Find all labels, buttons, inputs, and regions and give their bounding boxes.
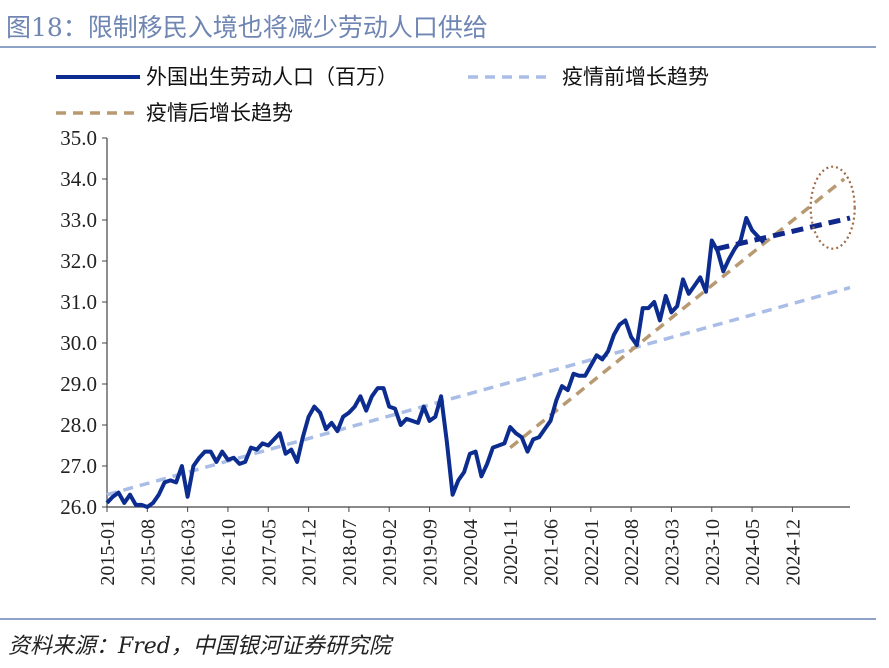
- y-tick-label: 32.0: [60, 249, 97, 273]
- x-tick-label: 2015-01: [97, 519, 119, 586]
- x-tick-label: 2023-10: [702, 519, 724, 586]
- bottom-rule: [0, 618, 876, 620]
- series-workforce-line: [105, 216, 766, 509]
- highlight-ellipse: [809, 165, 856, 250]
- x-tick-label: 2017-12: [299, 519, 321, 586]
- source-note: 资料来源：Fred，中国银河证券研究院: [8, 634, 391, 659]
- x-tick-label: 2024-12: [782, 519, 804, 586]
- x-tick-label: 2024-05: [742, 519, 764, 586]
- y-tick-label: 28.0: [60, 413, 97, 437]
- ticks: 26.0 27.0 28.0 29.0 30.0 31.0 32.0 33.0 34.0 35.0…: [60, 126, 804, 586]
- x-tick-label: 2021-06: [540, 519, 562, 586]
- legend-label-pre-trend: 疫情前增长趋势: [562, 65, 709, 89]
- y-tick-label: 35.0: [60, 126, 97, 150]
- y-tick-label: 31.0: [60, 290, 97, 314]
- y-tick-label: 34.0: [60, 167, 97, 191]
- x-tick-label: 2016-03: [178, 519, 200, 586]
- x-tick-label: 2022-08: [621, 519, 643, 586]
- x-tick-label: 2019-09: [420, 519, 442, 586]
- y-tick-label: 27.0: [60, 454, 97, 478]
- legend-label-workforce: 外国出生劳动人口（百万）: [146, 65, 398, 89]
- series-post-trend-line: [509, 177, 846, 449]
- x-tick-label: 2015-08: [137, 519, 159, 586]
- figure-title: 图18：限制移民入境也将减少劳动人口供给: [6, 13, 488, 42]
- y-tick-label: 26.0: [60, 495, 97, 519]
- x-tick-label: 2017-05: [258, 519, 280, 586]
- x-tick-label: 2019-02: [379, 519, 401, 586]
- axes: [106, 138, 850, 508]
- series-recent-trend-line: [716, 215, 851, 252]
- x-tick-label: 2020-04: [460, 519, 482, 586]
- x-tick-label: 2020-11: [500, 519, 522, 585]
- y-tick-label: 33.0: [60, 208, 97, 232]
- legend: 外国出生劳动人口（百万） 疫情前增长趋势 疫情后增长趋势: [56, 65, 709, 125]
- y-tick-label: 29.0: [60, 372, 97, 396]
- y-tick-label: 30.0: [60, 331, 97, 355]
- x-tick-label: 2022-01: [581, 519, 603, 586]
- legend-label-post-trend: 疫情后增长趋势: [146, 101, 293, 125]
- x-tick-label: 2018-07: [339, 519, 361, 586]
- x-tick-label: 2016-10: [218, 519, 240, 586]
- plot-area: [105, 165, 856, 509]
- x-tick-label: 2023-03: [661, 519, 683, 586]
- top-rule: [0, 46, 876, 48]
